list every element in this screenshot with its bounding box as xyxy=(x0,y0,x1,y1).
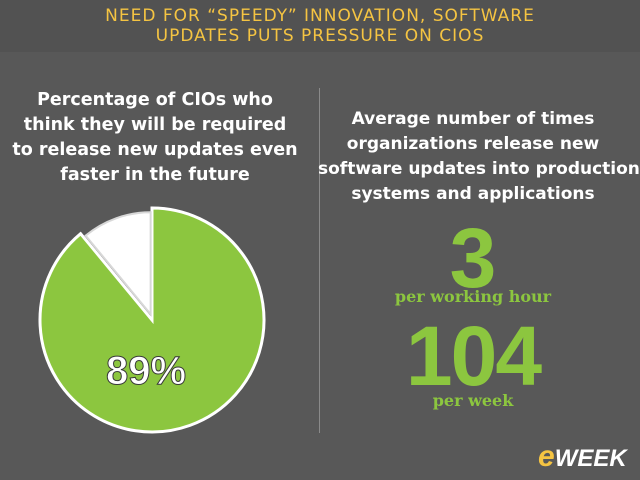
eweek-logo: eWEEK xyxy=(538,440,634,474)
pie-slice-minor xyxy=(84,211,152,318)
stat-unit-per-week: per week xyxy=(432,391,514,410)
right-title-line: Average number of times xyxy=(351,109,595,129)
left-title-line: to release new updates even xyxy=(12,140,298,160)
logo-wordmark: WEEK xyxy=(554,445,627,472)
right-title-line: organizations release new xyxy=(346,134,600,154)
left-title-line: think they will be required xyxy=(23,115,287,135)
left-panel-title: Percentage of CIOs who think they will b… xyxy=(10,88,300,188)
stat-value-per-hour: 3 xyxy=(449,211,497,305)
panel-divider xyxy=(319,88,320,433)
pie-percentage-label: 89% xyxy=(106,349,186,393)
header-title-line-1: NEED FOR “SPEEDY” INNOVATION, SOFTWARE xyxy=(105,6,535,26)
header-title-line-2: UPDATES PUTS PRESSURE ON CIOS xyxy=(155,26,485,46)
right-title-line: software updates into production xyxy=(318,159,640,179)
right-title-line: systems and applications xyxy=(351,184,595,204)
right-panel-title: Average number of times organizations re… xyxy=(318,107,640,207)
left-title-line: Percentage of CIOs who xyxy=(37,90,273,110)
pie-chart-svg: 89% xyxy=(38,206,266,434)
pie-slice-main xyxy=(38,206,266,434)
logo-e-letter: e xyxy=(538,440,555,473)
header-banner: NEED FOR “SPEEDY” INNOVATION, SOFTWARE U… xyxy=(0,0,640,52)
left-title-line: faster in the future xyxy=(60,165,250,185)
stat-unit-per-hour: per working hour xyxy=(394,287,552,306)
stat-value-per-week: 104 xyxy=(405,309,542,403)
pie-chart: 89% xyxy=(32,200,272,440)
